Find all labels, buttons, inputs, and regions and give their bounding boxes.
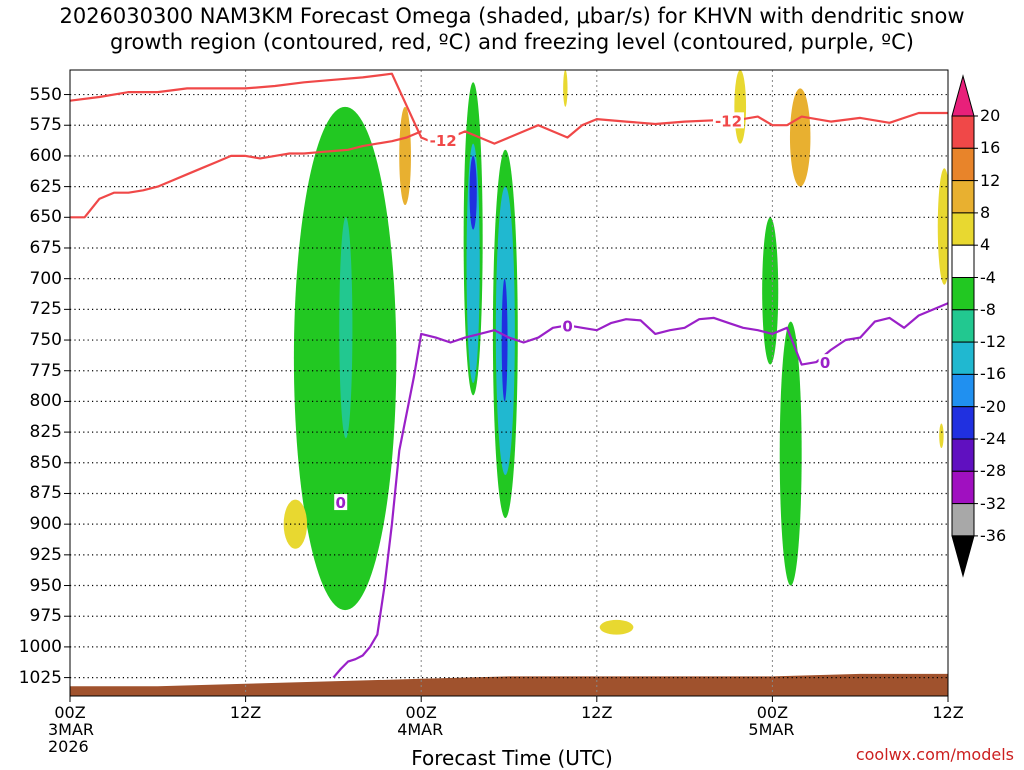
contour-label: -12 — [715, 112, 742, 130]
x-date-label: 3MAR — [48, 720, 95, 739]
x-axis-label: Forecast Time (UTC) — [411, 746, 613, 770]
chart-title-line2: growth region (contoured, red, ºC) and f… — [110, 30, 914, 54]
y-tick-label: 725 — [29, 299, 62, 320]
y-tick-label: 850 — [29, 452, 62, 473]
x-tick-label: 00Z — [54, 703, 86, 722]
y-tick-label: 750 — [29, 330, 62, 351]
y-tick-label: 575 — [29, 115, 62, 136]
omega-region-green — [779, 321, 802, 586]
x-tick-label: 00Z — [405, 703, 437, 722]
x-date-label: 5MAR — [748, 720, 795, 739]
colorbar-bin — [951, 277, 975, 311]
y-tick-label: 800 — [29, 391, 62, 412]
colorbar-label: 8 — [980, 202, 991, 222]
colorbar-label: -12 — [980, 332, 1007, 352]
source-credit: coolwx.com/models — [855, 745, 1014, 764]
contour-label: 0 — [562, 317, 572, 335]
y-tick-label: 1025 — [18, 667, 62, 688]
omega-region-yellow — [599, 619, 634, 635]
colorbar-label: -28 — [980, 461, 1007, 481]
y-tick-label: 550 — [29, 84, 62, 105]
colorbar-bin — [951, 309, 975, 343]
y-tick-label: 700 — [29, 268, 62, 289]
y-tick-label: 625 — [29, 176, 62, 197]
colorbar-bin — [951, 244, 975, 278]
colorbar-bin — [951, 341, 975, 375]
colorbar-bin — [951, 438, 975, 472]
colorbar-label: -20 — [980, 396, 1007, 416]
colorbar-bin — [951, 115, 975, 149]
contour-label-bg — [561, 317, 575, 334]
y-tick-label: 1000 — [18, 636, 62, 657]
y-tick-label: 825 — [29, 422, 62, 443]
contour-label-bg — [427, 131, 459, 148]
y-tick-label: 675 — [29, 237, 62, 258]
freezing-level-contour — [332, 302, 948, 679]
colorbar-under-triangle — [951, 535, 975, 578]
colorbar-bin — [951, 470, 975, 505]
colorbar-label: -4 — [980, 267, 996, 287]
chart-title-line1: 2026030300 NAM3KM Forecast Omega (shaded… — [59, 4, 965, 28]
colorbar-bin — [951, 503, 975, 537]
colorbar-bin — [951, 373, 975, 408]
y-tick-label: 600 — [29, 145, 62, 166]
x-date-label: 4MAR — [397, 720, 444, 739]
y-tick-label: 975 — [29, 606, 62, 627]
x-tick-label: 12Z — [932, 703, 964, 722]
y-tick-label: 775 — [29, 360, 62, 381]
omega-region-yellow — [937, 168, 948, 285]
colorbar-label: -36 — [980, 525, 1007, 545]
omega-region-yellow — [734, 70, 747, 144]
contour-label: -12 — [430, 132, 457, 150]
x-tick-label: 00Z — [756, 703, 789, 722]
contour-label: 0 — [335, 494, 345, 512]
contour-label-bg — [334, 494, 348, 511]
colorbar-bin — [951, 406, 975, 440]
grid-lines — [64, 70, 949, 702]
contour-label-bg — [818, 354, 832, 371]
colorbar-bin — [951, 180, 975, 214]
omega-region-gold — [789, 88, 811, 187]
colorbar-label: 20 — [980, 106, 1001, 125]
omega-region-yellow — [563, 70, 568, 107]
omega-region-yellow — [939, 423, 944, 449]
x-year-label: 2026 — [48, 737, 89, 756]
x-tick-label: 12Z — [581, 703, 613, 722]
y-tick-label: 950 — [29, 575, 62, 596]
colorbar-label: 12 — [980, 170, 1001, 190]
colorbar-label: 4 — [980, 235, 991, 255]
colorbar-bin — [951, 212, 975, 246]
terrain-fill — [70, 673, 948, 696]
omega-region-teal — [339, 217, 353, 439]
contour-labels: -12 -12 0 0 0 — [334, 112, 832, 512]
y-tick-label: 900 — [29, 514, 62, 535]
plot-frame — [69, 69, 949, 697]
dendritic-growth-contour — [70, 72, 948, 145]
contour-lines — [70, 72, 948, 679]
dendritic-growth-contour — [70, 130, 422, 219]
colorbar-label: -16 — [980, 364, 1007, 384]
y-tick-label: 925 — [29, 544, 62, 565]
colorbar-label: -32 — [980, 493, 1007, 513]
omega-region-darkblue — [469, 155, 477, 230]
y-tick-label: 650 — [29, 207, 62, 228]
omega-shading — [283, 70, 948, 635]
colorbar-bin — [951, 147, 975, 182]
y-tick-label: 875 — [29, 483, 62, 504]
colorbar-label: 16 — [980, 138, 1001, 158]
colorbar-label: -24 — [980, 429, 1007, 448]
x-tick-label: 12Z — [229, 703, 262, 722]
colorbar — [951, 74, 978, 578]
terrain-surface — [70, 673, 948, 696]
colorbar-label: -8 — [980, 299, 996, 319]
colorbar-over-triangle — [951, 74, 975, 117]
omega-region-green — [762, 217, 779, 365]
contour-label: 0 — [820, 354, 830, 372]
contour-label-bg — [713, 112, 744, 129]
